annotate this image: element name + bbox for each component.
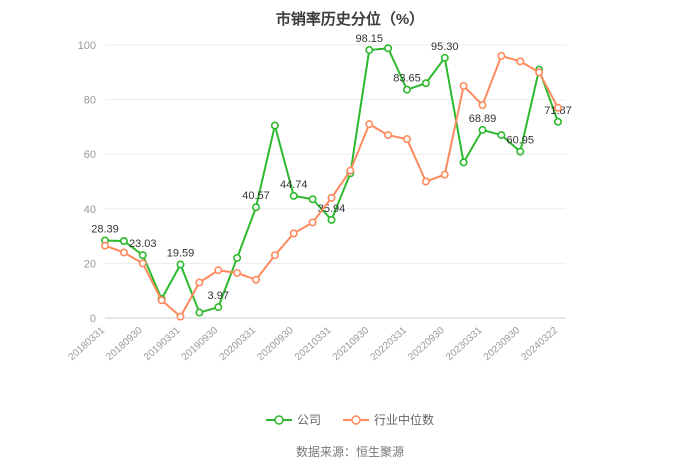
point-value-label: 40.57 <box>242 190 270 202</box>
industry-median-series-point[interactable] <box>402 135 411 144</box>
company-series-point[interactable] <box>365 46 374 55</box>
company-series-point[interactable] <box>233 253 242 262</box>
industry-median-series-point[interactable] <box>176 312 185 321</box>
x-axis-tick-label: 20230331 <box>444 325 485 363</box>
industry-median-series-point[interactable] <box>327 193 336 202</box>
legend-label: 公司 <box>297 413 321 427</box>
company-series-point[interactable] <box>478 125 487 134</box>
y-axis-tick-label: 60 <box>84 149 96 161</box>
industry-median-series-point[interactable] <box>233 268 242 277</box>
x-axis-tick-label: 20220930 <box>406 325 447 363</box>
industry-median-series-point[interactable] <box>384 131 393 140</box>
company-series-point[interactable] <box>176 260 185 269</box>
company-series-point[interactable] <box>459 158 468 167</box>
x-axis-tick-label: 20190930 <box>180 325 221 363</box>
company-series-point[interactable] <box>421 79 430 88</box>
chart-legend: 公司 行业中位数 <box>266 412 434 427</box>
industry-median-series-point[interactable] <box>459 81 468 90</box>
industry-median-series-point[interactable] <box>270 251 279 260</box>
industry-median-series-point[interactable] <box>252 275 261 284</box>
legend-item-industry-median-series[interactable]: 行业中位数 <box>343 412 434 427</box>
company-series-point[interactable] <box>384 44 393 53</box>
x-axis-tick-label: 20200930 <box>255 325 296 363</box>
industry-median-series-point[interactable] <box>553 103 562 112</box>
point-value-label: 19.59 <box>167 248 195 260</box>
plot-area: 0 20 40 60 80 100 2018033120180930201903312019… <box>67 33 572 363</box>
company-series-point[interactable] <box>440 53 449 62</box>
y-axis-tick-label: 40 <box>84 204 96 216</box>
industry-median-series-point[interactable] <box>516 57 525 66</box>
company-series-point[interactable] <box>327 215 336 224</box>
x-axis-tick-label: 20200331 <box>218 325 259 363</box>
industry-median-series-point[interactable] <box>157 296 166 305</box>
industry-median-series-point[interactable] <box>308 218 317 227</box>
y-axis-tick-label: 100 <box>78 40 96 52</box>
company-series-point[interactable] <box>497 131 506 140</box>
industry-median-series-point[interactable] <box>497 51 506 60</box>
point-value-label: 60.95 <box>506 135 534 147</box>
point-value-label: 44.74 <box>280 179 308 191</box>
legend-item-company-series[interactable]: 公司 <box>266 413 321 427</box>
x-axis-tick-label: 20230930 <box>482 325 523 363</box>
x-axis-tick-label: 20190331 <box>142 325 183 363</box>
company-series-point[interactable] <box>195 308 204 317</box>
company-series-point[interactable] <box>270 121 279 130</box>
industry-median-series-point[interactable] <box>101 241 110 250</box>
industry-median-series-point[interactable] <box>195 278 204 287</box>
company-series-point[interactable] <box>516 147 525 156</box>
data-source-label: 数据来源：恒生聚源 <box>296 444 404 459</box>
industry-median-series-point[interactable] <box>214 266 223 275</box>
x-axis-tick-label: 20180331 <box>67 325 108 363</box>
industry-median-series-point[interactable] <box>138 259 147 268</box>
industry-median-series-point[interactable] <box>421 177 430 186</box>
company-series-point[interactable] <box>214 303 223 312</box>
company-series-point[interactable] <box>402 85 411 94</box>
industry-median-series-point[interactable] <box>440 170 449 179</box>
x-axis-tick-label: 20220331 <box>369 325 410 363</box>
y-axis-tick-label: 0 <box>90 313 96 325</box>
y-axis-tick-label: 80 <box>84 95 96 107</box>
point-value-label: 68.89 <box>469 113 497 125</box>
x-axis-tick-label: 20240322 <box>520 325 561 363</box>
x-axis-tick-label: 20210331 <box>293 325 334 363</box>
point-value-label: 23.03 <box>129 238 157 250</box>
x-axis-tick-label: 20180930 <box>104 325 145 363</box>
industry-median-series-point[interactable] <box>535 68 544 77</box>
point-value-label: 28.39 <box>91 223 119 235</box>
point-value-label: 83.65 <box>393 73 421 85</box>
company-series-point[interactable] <box>553 117 562 126</box>
company-series-point[interactable] <box>289 191 298 200</box>
company-series-point[interactable] <box>119 237 128 246</box>
legend-marker-icon <box>274 415 284 425</box>
point-value-label: 95.30 <box>431 41 459 53</box>
company-series-point[interactable] <box>138 251 147 260</box>
company-series-point[interactable] <box>252 203 261 212</box>
legend-marker-icon <box>351 415 361 425</box>
industry-median-series-point[interactable] <box>119 248 128 257</box>
point-value-label: 3.97 <box>208 290 229 302</box>
industry-median-series-point[interactable] <box>289 229 298 238</box>
industry-median-series-point[interactable] <box>365 120 374 129</box>
chart-title: 市销率历史分位（%） <box>276 10 424 28</box>
legend-label: 行业中位数 <box>374 412 434 427</box>
industry-median-series-point[interactable] <box>346 166 355 175</box>
y-axis-tick-label: 20 <box>84 258 96 270</box>
industry-median-series-point[interactable] <box>478 101 487 110</box>
x-axis-tick-label: 20210930 <box>331 325 372 363</box>
company-series-point[interactable] <box>308 195 317 204</box>
point-value-label: 98.15 <box>355 33 383 45</box>
